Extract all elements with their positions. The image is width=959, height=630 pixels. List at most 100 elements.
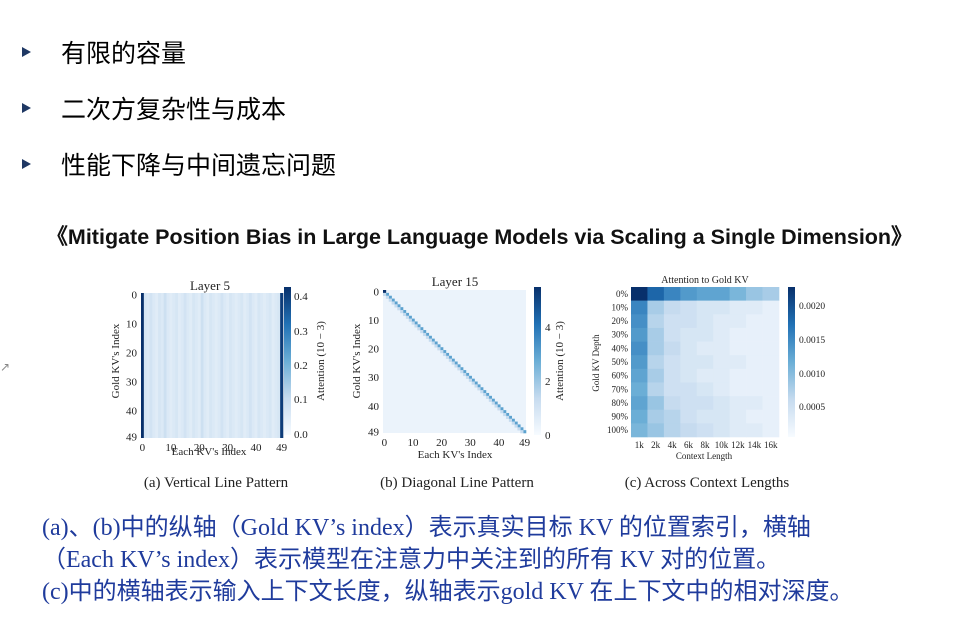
fig-c-cell — [729, 423, 747, 438]
fig-a-x-tick: 30 — [222, 442, 234, 454]
fig-b-diagonal-cell — [414, 321, 418, 325]
fig-a-column-cell — [214, 293, 218, 438]
bullet-text: 有限的容量 — [61, 39, 187, 68]
fig-c-cell — [713, 300, 730, 315]
fig-a-x-tick: 10 — [165, 442, 177, 454]
fig-c-cell — [762, 287, 780, 301]
fig-b-diagonal-cell — [477, 384, 481, 388]
fig-b-diagonal-cell — [445, 352, 450, 357]
fig-b-diagonal-cell — [405, 312, 410, 317]
fig-a-y-tick: 49 — [126, 432, 138, 444]
fig-c-cell — [680, 327, 698, 342]
fig-c-cell — [746, 314, 763, 329]
fig-a-column-cell — [155, 293, 159, 438]
fig-c-y-tick: 10% — [612, 302, 629, 312]
fig-a-column-cell — [212, 293, 216, 438]
fig-b-diagonal-cell — [471, 378, 475, 382]
fig-b-near-diagonal-cell — [457, 367, 461, 371]
fig-c-cell — [663, 287, 681, 301]
fig-a-column-cell — [268, 293, 272, 438]
fig-c-cell — [680, 396, 698, 411]
fig-c-xlabel: Context Length — [676, 451, 733, 461]
fig-c-x-tick: 2k — [651, 440, 661, 450]
fig-b-diagonal-cell — [437, 344, 441, 348]
fig-c-cell — [631, 314, 648, 329]
fig-c-heatmap: 1k 2k 4k 6k 8k 10k 12k 14k 16k 0% 10% 20% 30% 40% 50% 6… — [607, 287, 780, 450]
fig-c-cell — [680, 314, 698, 329]
fig-c-cell — [647, 396, 665, 411]
fig-c-cell — [663, 409, 681, 424]
fig-c-cell — [680, 423, 698, 438]
fig-c-cell — [631, 355, 648, 370]
fig-b-near-diagonal-cell — [437, 347, 441, 351]
fig-b-near-diagonal-cell — [460, 370, 464, 374]
fig-c-cell — [762, 409, 780, 424]
fig-c-cell — [713, 355, 730, 370]
fig-b-diagonal-cell — [425, 332, 430, 337]
fig-a-column-cell — [229, 293, 233, 438]
fig-a-column-cell — [206, 293, 210, 438]
fig-b-diagonal-cell — [423, 330, 427, 334]
fig-c-cell — [663, 327, 681, 342]
fig-a-x-tick: 49 — [276, 442, 288, 454]
fig-b-near-diagonal-cell — [468, 378, 472, 382]
fig-a-y-tick: 10 — [126, 318, 138, 330]
fig-c-cell — [762, 300, 780, 315]
fig-a-column-cell — [194, 293, 199, 438]
fig-c-cell — [663, 341, 681, 356]
fig-a-column-cell — [226, 293, 230, 438]
fig-a-xlabel: Each KV's Index — [172, 446, 247, 458]
fig-c-x-tick: 16k — [764, 440, 778, 450]
fig-b-diagonal-cell — [411, 318, 415, 322]
fig-c-cbar-tick: 0.0020 — [799, 302, 825, 312]
fig-c-cell — [713, 368, 730, 383]
fig-b-near-diagonal-cell — [508, 418, 512, 422]
fig-a-column-cell — [200, 293, 204, 438]
fig-b-near-diagonal-cell — [414, 324, 418, 328]
fig-b-x-tick: 10 — [408, 437, 420, 449]
fig-c-cell — [696, 314, 714, 329]
fig-b-diagonal-cell — [500, 407, 504, 411]
fig-b-diagonal-cell — [491, 398, 495, 402]
fig-c-cell — [680, 300, 698, 315]
fig-b-diagonal-cell — [465, 372, 470, 377]
fig-c-cbar-tick: 0.0015 — [799, 336, 825, 346]
fig-b-diagonal-cell — [443, 350, 447, 354]
fig-a-column-cell — [189, 293, 193, 438]
fig-c-cell — [696, 382, 714, 397]
fig-c-cell — [631, 300, 648, 315]
fig-b-y-tick: 10 — [368, 315, 380, 327]
fig-b-diagonal-cell — [463, 370, 467, 374]
fig-b-near-diagonal-cell — [485, 395, 490, 399]
fig-a-column-cell — [251, 293, 255, 438]
fig-b-y-tick: 0 — [374, 286, 380, 298]
fig-a-column-cell — [254, 293, 258, 438]
caption-line: (c)中的横轴表示输入上下文长度，纵轴表示gold KV 在上下文中的相对深度。 — [42, 579, 854, 605]
fig-a-y-tick: 0 — [132, 289, 138, 301]
fig-a-column-cell — [152, 293, 156, 438]
fig-a-column-cell — [169, 293, 173, 438]
fig-c-cell — [729, 382, 747, 397]
fig-b-diagonal-cell — [383, 290, 387, 294]
fig-c-cell — [713, 327, 730, 342]
fig-b-near-diagonal-cell — [391, 301, 395, 305]
fig-b-near-diagonal-cell — [471, 381, 475, 385]
fig-c-cell — [696, 409, 714, 424]
fig-b-near-diagonal-cell — [517, 427, 521, 431]
fig-b-y-tick: 40 — [368, 401, 380, 413]
fig-c-cell — [663, 423, 681, 438]
fig-a-column-cell — [163, 293, 167, 438]
fig-a-column-cell — [240, 293, 244, 438]
fig-b-colorbar — [534, 287, 541, 435]
fig-c-cell — [680, 382, 698, 397]
fig-b-diagonal-cell — [451, 358, 455, 362]
fig-c-cell — [663, 382, 681, 397]
fig-c-cell — [663, 396, 681, 411]
fig-b-cbar-tick: 4 — [545, 322, 551, 334]
fig-c-cell — [663, 314, 681, 329]
fig-b-diagonal-cell — [420, 327, 424, 331]
fig-b-diagonal-cell — [508, 415, 512, 419]
